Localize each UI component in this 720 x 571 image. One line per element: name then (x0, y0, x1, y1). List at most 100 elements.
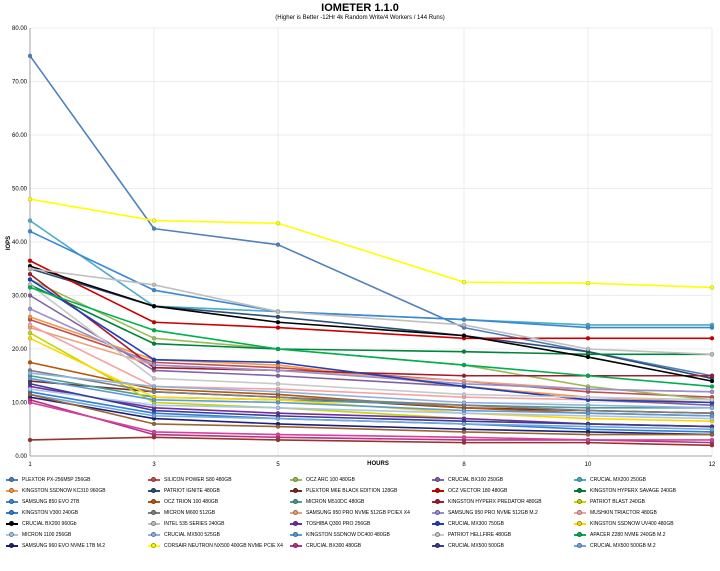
legend-item: KINGSTON HYPERX SAVAGE 240GB (574, 487, 716, 495)
series-line (29, 286, 713, 388)
data-point (275, 405, 281, 411)
legend-label: MUSHKIN TRIACTOR 480GB (590, 510, 657, 516)
legend-item: CRUCIAL MX500 525GB (148, 531, 290, 539)
x-tick-label: 10 (585, 462, 592, 468)
data-point (151, 336, 157, 341)
data-point (585, 432, 591, 437)
y-tick-label: 20.00 (12, 347, 28, 353)
data-point (27, 314, 33, 320)
legend-swatch (290, 509, 302, 517)
data-point (461, 322, 467, 328)
series-26 (27, 370, 715, 411)
x-tick-label: 8 (462, 462, 466, 468)
legend-swatch (432, 531, 444, 539)
data-point (27, 392, 33, 397)
legend-label: OCZ TRION 100 480GB (164, 499, 219, 505)
legend-swatch (432, 498, 444, 506)
legend-label: PLEXTOR M6E BLACK EDITION 128GB (306, 488, 398, 494)
y-tick-label: 30.00 (12, 294, 28, 300)
legend-item: SAMSUNG 950 PRO NVME 512GB M.2 (432, 509, 574, 517)
data-point (275, 242, 281, 247)
series-28 (27, 282, 715, 403)
legend-label: CRUCIAL BX100 250GB (448, 477, 504, 483)
data-point (709, 352, 715, 357)
legend-swatch (574, 520, 586, 528)
legend-item: KINGSTON HYPERX PREDATOR 480GB (432, 498, 574, 506)
legend-swatch (6, 542, 18, 550)
series-line (29, 278, 713, 404)
legend-swatch (290, 531, 302, 539)
legend-item: PLEXTOR PX-256M5P 256GB (6, 476, 148, 484)
series-line (29, 388, 713, 420)
data-point (275, 389, 281, 394)
series-line (29, 382, 713, 428)
legend-item: MUSHKIN TRIACTOR 480GB (574, 509, 716, 517)
data-point (585, 437, 591, 443)
chart-subtitle: (Higher is Better -12Hr 4k Random Write/… (275, 15, 445, 21)
series-line (29, 230, 712, 329)
data-point (27, 271, 33, 277)
x-tick-label: 3 (152, 462, 156, 468)
data-point (709, 437, 715, 443)
y-tick-label: 50.00 (12, 187, 28, 193)
data-point (151, 328, 157, 333)
data-point (27, 376, 33, 381)
series-line (29, 369, 713, 414)
series-line (29, 219, 712, 326)
data-point (151, 226, 157, 231)
data-point (27, 229, 33, 234)
legend-item: KINGSTON SSDNOW DC400 480GB (290, 531, 432, 539)
data-point (709, 413, 715, 419)
legend-item: CRUCIAL MX200 250GB (574, 476, 716, 484)
x-tick-label: 1 (28, 462, 32, 468)
legend-swatch (432, 487, 444, 495)
data-point (585, 346, 591, 352)
data-point (461, 408, 467, 413)
y-tick-label: 70.00 (12, 80, 28, 86)
legend-item: PATRIOT BLAST 240GB (574, 498, 716, 506)
data-point (275, 368, 281, 373)
series-line (29, 284, 712, 356)
legend-label: MICRON 1100 256GB (22, 532, 72, 538)
data-point (709, 285, 715, 290)
legend-swatch (6, 498, 18, 506)
data-point (709, 405, 715, 411)
y-axis-title: IOPS (6, 236, 12, 250)
data-point (27, 293, 33, 298)
y-tick-label: 60.00 (12, 133, 28, 139)
series-line (29, 265, 713, 382)
legend-item: PATRIOT IGNITE 480GB (148, 487, 290, 495)
data-point (27, 400, 33, 405)
legend-label: APACER Z280 NVME 240GB M.2 (590, 532, 666, 538)
data-point (709, 427, 715, 432)
legend-label: CRUCIAL MX200 250GB (590, 477, 646, 483)
series-line (29, 267, 713, 356)
legend-swatch (148, 487, 160, 495)
data-point (709, 397, 715, 403)
legend-label: KINGSTON SSDNOW UV400 480GB (590, 521, 674, 527)
legend-label: MICRON M600 512GB (164, 510, 216, 516)
data-point (27, 218, 33, 223)
series-34 (27, 392, 715, 432)
data-point (275, 320, 281, 325)
data-point (275, 437, 281, 443)
legend-item: SAMSUNG 950 PRO NVME 512GB PCIEX X4 (290, 509, 432, 517)
data-point (461, 349, 467, 354)
legend-label: CRUCIAL BX300 480GB (306, 543, 362, 549)
legend-swatch (432, 520, 444, 528)
legend-swatch (6, 476, 18, 484)
data-point (27, 306, 33, 312)
y-tick-label: 0.00 (15, 454, 27, 460)
legend-item: CRUCIAL BX200 960Gb (6, 520, 148, 528)
legend-label: CRUCIAL MX300 750GB (448, 521, 504, 527)
legend-item: TOSHIBA Q300 PRO 256GB (290, 520, 432, 528)
series-line (29, 401, 712, 441)
data-point (461, 435, 467, 440)
data-point (461, 333, 467, 338)
legend-item: CRUCIAL MX500 500GB M.2 (574, 542, 716, 550)
legend-label: SILICON POWER S80 480GB (164, 477, 232, 483)
series-line (29, 436, 713, 447)
data-point (27, 285, 33, 290)
legend-swatch (6, 531, 18, 539)
data-point (151, 362, 157, 368)
